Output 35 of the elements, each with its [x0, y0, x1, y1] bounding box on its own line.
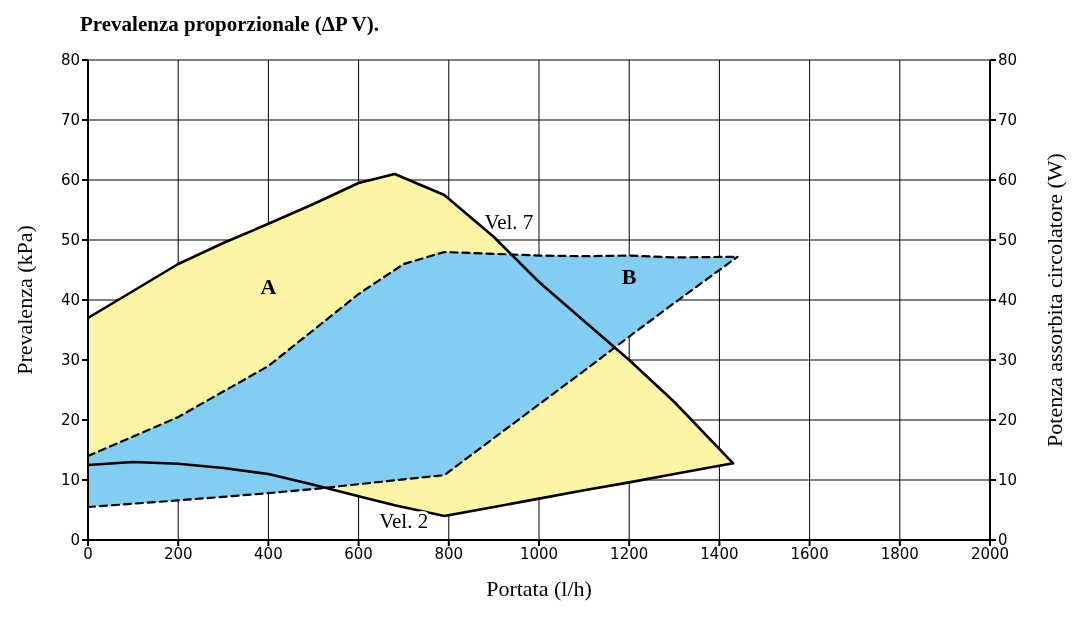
y-tick-label: 0: [70, 531, 80, 550]
x-tick-label: 600: [344, 544, 373, 563]
x-tick-label: 1200: [610, 544, 649, 563]
x-axis-title: Portata (l/h): [486, 576, 592, 601]
y2-tick-label: 60: [998, 171, 1018, 190]
y2-tick-label: 20: [998, 411, 1018, 430]
y-tick-label: 60: [60, 171, 80, 190]
y-axis-title: Prevalenza (kPa): [11, 225, 37, 375]
chart-title: Prevalenza proporzionale (ΔP V).: [80, 12, 379, 37]
y2-axis-title: Potenza assorbita circolatore (W): [1041, 153, 1067, 447]
x-tick-label: 1600: [790, 544, 829, 563]
y2-tick-label: 50: [998, 231, 1018, 250]
y2-tick-label: 70: [998, 111, 1018, 130]
y-tick-label: 50: [60, 231, 80, 250]
y2-tick-label: 30: [998, 351, 1018, 370]
y-tick-label: 70: [60, 111, 80, 130]
x-tick-label: 400: [254, 544, 283, 563]
y2-tick-label: 80: [998, 51, 1018, 70]
y2-tick-label: 40: [998, 291, 1018, 310]
x-tick-label: 1400: [700, 544, 739, 563]
y-tick-label: 30: [60, 351, 80, 370]
annotation: Vel. 2: [379, 508, 429, 533]
series-label: B: [621, 263, 637, 289]
y-tick-label: 10: [60, 471, 80, 490]
x-tick-label: 0: [83, 544, 93, 563]
series-label: A: [260, 274, 277, 300]
y2-tick-label: 10: [998, 471, 1018, 490]
y-tick-label: 40: [60, 291, 80, 310]
annotation: Vel. 7: [484, 210, 534, 235]
y-tick-label: 20: [60, 411, 80, 430]
x-tick-label: 800: [434, 544, 464, 563]
x-tick-label: 1800: [880, 544, 919, 563]
x-tick-label: 200: [163, 544, 193, 563]
x-tick-label: 1000: [519, 544, 559, 563]
y-tick-label: 80: [60, 51, 80, 70]
